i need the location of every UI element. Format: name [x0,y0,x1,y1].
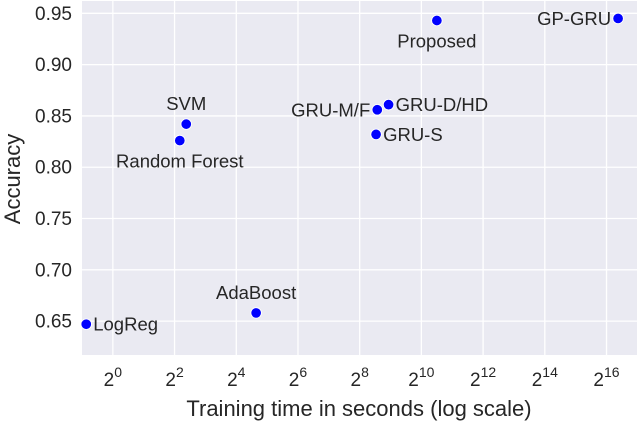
y-tick-label: 0.65 [35,312,72,333]
data-point-label: Proposed [397,30,476,51]
data-point-label: GRU-M/F [291,99,370,120]
data-point-label: SVM [166,93,206,114]
y-tick-label: 0.95 [35,4,72,25]
data-point [370,128,382,141]
data-point [382,98,395,111]
x-tick-label: 216 [593,364,619,391]
data-point-label: LogReg [93,314,158,335]
data-point [431,14,443,27]
y-tick-label: 0.90 [35,55,72,76]
x-axis-title: Training time in seconds (log scale) [186,396,531,421]
data-point-label: GP-GRU [537,8,611,29]
y-axis-title: Accuracy [0,134,25,224]
data-point [371,104,384,116]
x-tick-label: 22 [165,364,184,391]
y-tick-label: 0.80 [35,158,72,179]
data-point [80,318,92,330]
x-tick-label: 26 [289,364,308,391]
data-point [250,307,262,319]
x-tick-label: 210 [408,364,434,391]
y-tick-label: 0.75 [35,209,72,230]
data-point-label: Random Forest [116,151,244,172]
data-point-label: AdaBoost [216,282,296,303]
x-tick-label: 212 [470,364,496,391]
data-point-label: GRU-S [383,124,443,145]
data-point [180,118,192,130]
x-tick-label: 20 [104,364,123,391]
y-tick-label: 0.85 [35,106,72,127]
x-tick-label: 28 [350,364,369,391]
data-point [174,134,186,147]
y-tick-label: 0.70 [35,260,72,281]
x-tick-label: 214 [532,364,558,391]
x-tick-label: 24 [227,364,246,391]
data-point [612,12,624,25]
data-point-label: GRU-D/HD [396,94,489,115]
